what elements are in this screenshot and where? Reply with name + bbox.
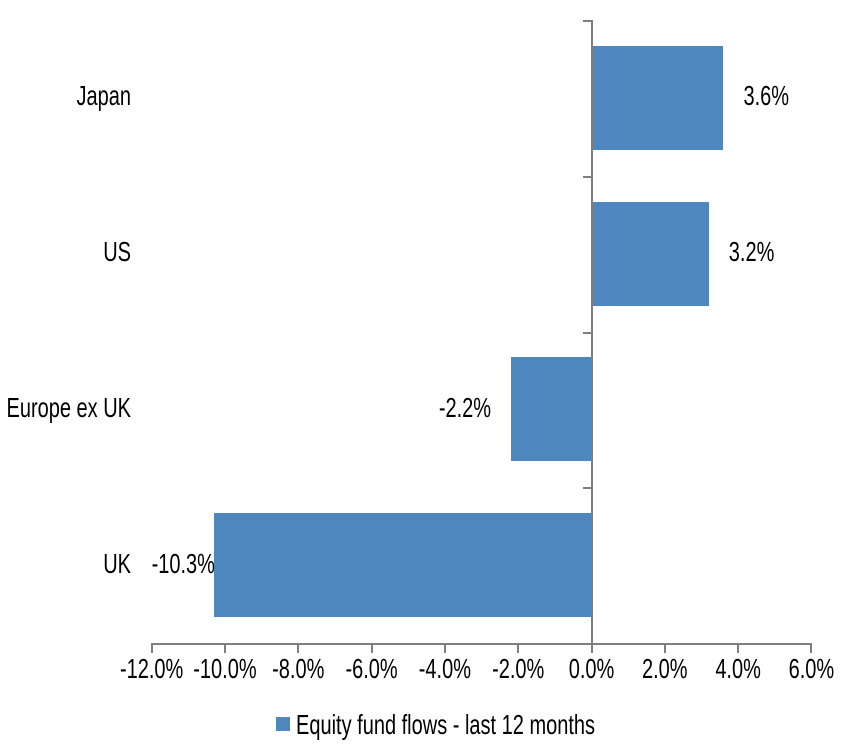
x-axis-tick <box>443 643 446 653</box>
x-tick-label: 2.0% <box>642 654 688 685</box>
x-tick-label: -12.0% <box>119 654 184 685</box>
x-axis-tick <box>810 643 813 653</box>
x-tick-label: 4.0% <box>715 654 761 685</box>
value-label: 3.6% <box>743 82 790 113</box>
x-axis-tick <box>737 643 740 653</box>
bar-us <box>592 201 709 306</box>
bar-japan <box>592 45 724 150</box>
y-axis-tick <box>582 20 591 22</box>
x-tick-label: -4.0% <box>418 654 471 685</box>
x-axis-tick <box>370 643 373 653</box>
bar-uk <box>213 513 592 618</box>
x-tick-label: -6.0% <box>345 654 398 685</box>
value-label: 3.2% <box>728 237 775 269</box>
y-axis-tick <box>582 175 591 178</box>
category-label: US <box>103 237 131 269</box>
x-axis-tick <box>517 643 520 653</box>
x-axis-tick <box>223 643 226 653</box>
y-axis-tick <box>582 331 591 334</box>
category-label: Europe ex UK <box>6 393 131 424</box>
x-axis-line <box>151 643 813 645</box>
value-label: -10.3% <box>151 549 215 580</box>
x-axis-tick <box>150 643 153 653</box>
x-axis-tick <box>590 643 593 653</box>
x-tick-label: -2.0% <box>492 654 545 685</box>
value-label: -2.2% <box>438 393 492 424</box>
y-axis-tick <box>582 487 591 490</box>
category-label: Japan <box>76 82 132 113</box>
x-axis-tick <box>297 643 300 653</box>
legend-label: Equity fund flows - last 12 months <box>296 710 596 741</box>
x-tick-label: -10.0% <box>193 654 257 685</box>
legend-swatch-icon <box>276 717 290 731</box>
x-axis-tick <box>663 643 666 653</box>
category-label: UK <box>103 549 131 580</box>
bar-europe-ex-uk <box>510 357 592 462</box>
x-tick-label: -8.0% <box>272 654 325 685</box>
x-tick-label: 6.0% <box>788 654 835 685</box>
y-axis-line <box>590 20 593 645</box>
x-tick-label: 0.0% <box>568 654 615 685</box>
